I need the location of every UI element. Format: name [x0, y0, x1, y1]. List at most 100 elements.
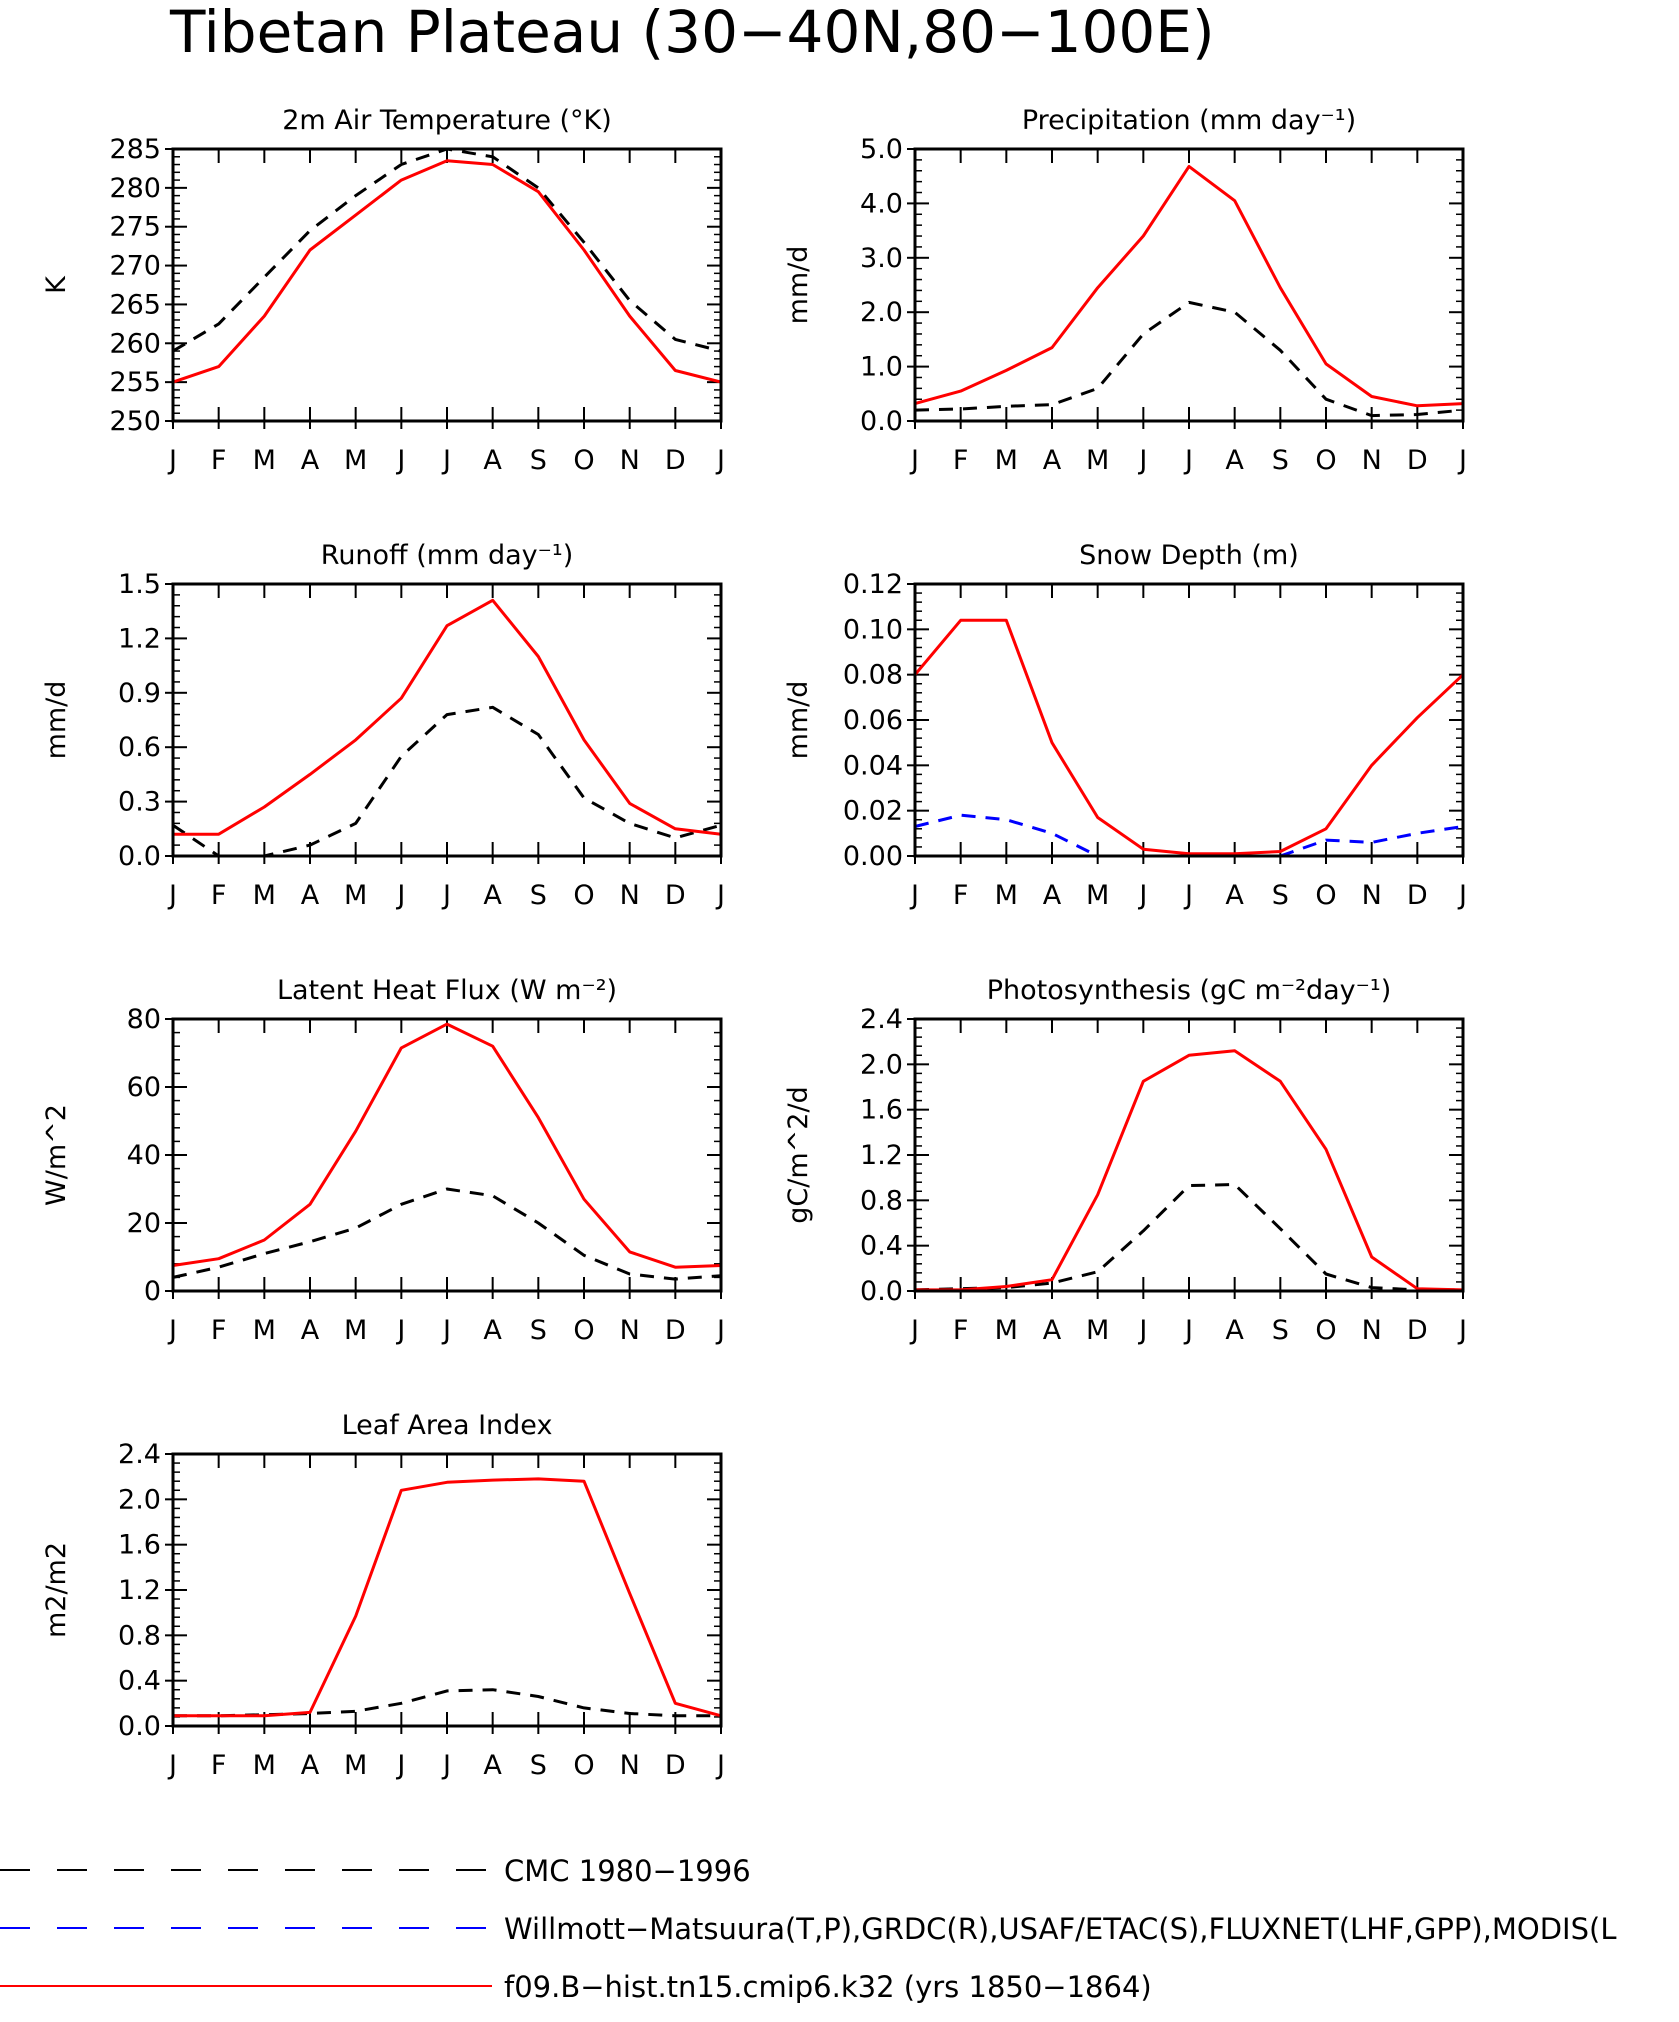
x-tick-label: M	[995, 880, 1018, 911]
series-line-model	[172, 159, 722, 384]
x-tick-label: O	[1315, 1315, 1336, 1346]
x-tick-label: J	[909, 880, 919, 911]
x-tick-label: D	[1407, 1315, 1428, 1346]
y-tick-label: 20	[127, 1208, 161, 1239]
x-tick-label: S	[530, 445, 547, 476]
y-tick-label: 0.02	[843, 796, 903, 827]
x-tick-label: J	[441, 1750, 451, 1781]
x-tick-label: S	[530, 1750, 547, 1781]
x-tick-label: N	[620, 880, 640, 911]
x-tick-label: A	[1225, 445, 1244, 476]
chart-title: Runoff (mm day⁻¹)	[321, 540, 573, 571]
y-tick-label: 275	[109, 212, 161, 243]
x-tick-label: O	[1315, 445, 1336, 476]
y-tick-label: 285	[109, 134, 161, 165]
y-tick-label: 0.0	[118, 1711, 161, 1742]
y-tick-label: 1.0	[860, 352, 903, 383]
legend-label-2: Willmott−Matsuura(T,P),GRDC(R),USAF/ETAC…	[504, 1912, 1617, 1946]
y-tick-label: 0.0	[860, 406, 903, 437]
y-tick-label: 0.8	[860, 1185, 903, 1216]
x-tick-label: M	[344, 1315, 367, 1346]
y-tick-label: 1.5	[118, 569, 161, 600]
series-line-model	[913, 618, 1465, 856]
x-tick-label: A	[1225, 1315, 1244, 1346]
x-tick-label: J	[715, 880, 725, 911]
x-tick-label: J	[715, 445, 725, 476]
x-tick-label: M	[253, 1315, 276, 1346]
x-tick-label: A	[483, 1315, 502, 1346]
x-tick-label: J	[909, 1315, 919, 1346]
y-tick-label: 260	[109, 328, 161, 359]
x-tick-label: M	[344, 1750, 367, 1781]
x-tick-label: N	[620, 445, 640, 476]
x-tick-label: J	[1183, 880, 1193, 911]
x-tick-label: A	[483, 445, 502, 476]
x-tick-label: M	[253, 1750, 276, 1781]
x-tick-label: J	[1457, 445, 1467, 476]
y-tick-label: 0.4	[118, 1666, 161, 1697]
x-tick-label: M	[1086, 1315, 1109, 1346]
series-line-obs-cmc	[914, 1183, 1463, 1292]
x-tick-label: N	[1362, 445, 1382, 476]
x-tick-label: J	[1457, 880, 1467, 911]
y-tick-label: 0.3	[118, 787, 161, 818]
chart-title: Snow Depth (m)	[1079, 540, 1299, 571]
x-tick-label: S	[530, 880, 547, 911]
plot-frame	[913, 1017, 1465, 1293]
x-tick-label: J	[395, 445, 405, 476]
x-tick-label: J	[167, 880, 177, 911]
x-tick-label: N	[620, 1315, 640, 1346]
chart-panel-1: 2m Air Temperature (°K) K 250 255 260 265 270 2…	[41, 105, 725, 476]
plot-frame	[171, 1017, 723, 1293]
x-tick-label: O	[1315, 880, 1336, 911]
chart-panel-6: Photosynthesis (gC m⁻²day⁻¹) gC/m^2/d 0.0 0…	[783, 975, 1467, 1346]
x-tick-label: J	[1183, 1315, 1193, 1346]
x-tick-label: D	[665, 445, 686, 476]
x-tick-label: F	[211, 445, 227, 476]
y-tick-label: 5.0	[860, 134, 903, 165]
x-tick-label: J	[395, 880, 405, 911]
y-tick-label: 0.0	[118, 841, 161, 872]
y-axis-label: W/m^2	[41, 1104, 72, 1206]
y-tick-label: 2.4	[860, 1004, 903, 1035]
x-tick-label: S	[530, 1315, 547, 1346]
x-tick-label: O	[573, 1315, 594, 1346]
x-tick-label: D	[1407, 880, 1428, 911]
x-tick-label: M	[1086, 880, 1109, 911]
series-line-model	[172, 1022, 722, 1269]
x-tick-label: O	[573, 880, 594, 911]
y-tick-label: 2.0	[860, 297, 903, 328]
x-tick-label: M	[344, 880, 367, 911]
y-tick-label: 2.0	[860, 1049, 903, 1080]
y-tick-label: 40	[127, 1140, 161, 1171]
x-tick-label: J	[395, 1750, 405, 1781]
x-tick-label: O	[573, 1750, 594, 1781]
chart-panel-5: Latent Heat Flux (W m⁻²) W/m^2 0 20 40 60 80 J F…	[41, 975, 725, 1346]
y-axis-label: mm/d	[41, 681, 72, 760]
x-tick-label: D	[1407, 445, 1428, 476]
x-tick-label: F	[953, 445, 969, 476]
chart-title: 2m Air Temperature (°K)	[282, 105, 612, 136]
x-tick-label: N	[620, 1750, 640, 1781]
y-tick-label: 255	[109, 367, 161, 398]
y-axis-label: mm/d	[783, 246, 814, 325]
x-tick-label: A	[1043, 880, 1062, 911]
x-tick-label: A	[483, 880, 502, 911]
x-tick-label: J	[715, 1315, 725, 1346]
y-tick-label: 0.12	[843, 569, 903, 600]
figure-title: Tibetan Plateau (30−40N,80−100E)	[169, 0, 1215, 66]
x-tick-label: J	[395, 1315, 405, 1346]
legend-label-1: CMC 1980−1996	[504, 1854, 751, 1888]
legend-label-3: f09.B−hist.tn15.cmip6.k32 (yrs 1850−1864…	[504, 1970, 1152, 2004]
y-tick-label: 0.00	[843, 841, 903, 872]
plot-frame	[913, 582, 1465, 858]
x-tick-label: S	[1272, 445, 1289, 476]
x-tick-label: A	[301, 880, 320, 911]
x-tick-label: J	[167, 445, 177, 476]
chart-panel-4: Snow Depth (m) mm/d 0.00 0.02 0.04 0.06 0.08 0.…	[783, 540, 1467, 911]
y-tick-label: 250	[109, 406, 161, 437]
x-tick-label: N	[1362, 1315, 1382, 1346]
plot-frame	[913, 147, 1465, 423]
series-line-obs-cmc	[173, 1688, 721, 1718]
